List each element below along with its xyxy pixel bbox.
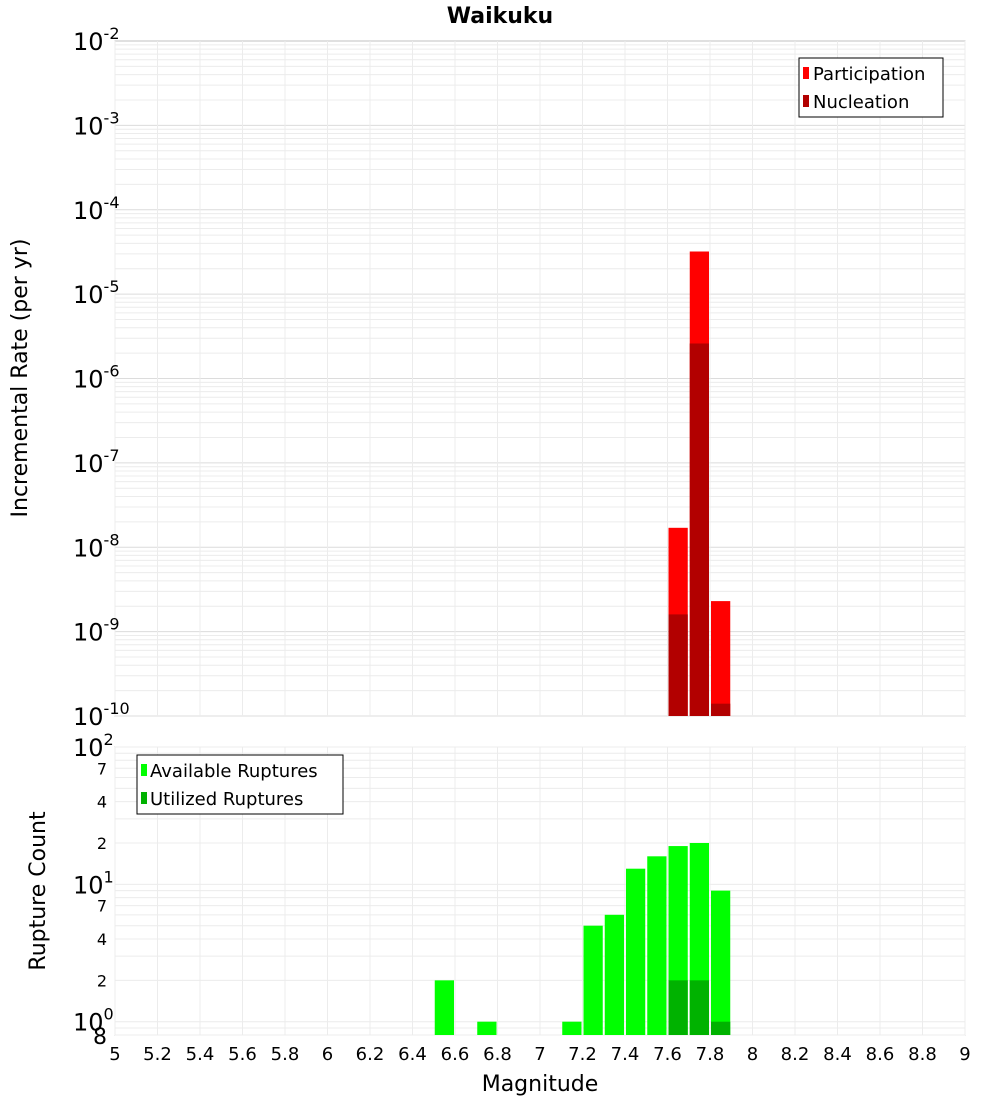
bottom-y-ticks: 102 101 100 7 4 2 7 4 2 8 [73,730,114,1050]
legend-swatch-available-ruptures [141,764,147,776]
y-tick-label: 101 [73,867,114,899]
bar-available-ruptures [711,890,731,1035]
bar-available-ruptures [647,856,667,1035]
x-tick-label: 7.8 [696,1044,725,1065]
legend-label-nucleation: Nucleation [813,92,909,113]
x-tick-label: 7.6 [653,1044,682,1065]
bar-available-ruptures [562,1021,582,1035]
y-minor-tick-label: 4 [97,930,107,949]
legend-label-participation: Participation [813,64,925,85]
x-tick-label: 8.4 [823,1044,852,1065]
y-tick-label: 100 [73,1005,114,1037]
x-tick-label: 8.2 [781,1044,810,1065]
legend-label-utilized-ruptures: Utilized Ruptures [150,789,303,810]
x-tick-label: 8 [747,1044,758,1065]
bar-available-ruptures [583,925,603,1035]
top-y-ticks: 10-2 10-3 10-4 10-5 10-6 10-7 10-8 10-9 10-10 [73,24,130,731]
bar-available-ruptures [604,914,624,1035]
x-tick-label: 6.2 [356,1044,385,1065]
y-minor-tick-label: 4 [97,793,107,812]
chart-title: Waikuku [447,4,553,29]
x-tick-label: 6.6 [441,1044,470,1065]
bottom-y-axis-label: Rupture Count [26,811,51,971]
y-tick-label: 10-2 [73,24,120,56]
y-tick-label: 10-9 [73,615,120,647]
legend-swatch-nucleation [803,95,809,107]
x-tick-label: 5.8 [271,1044,300,1065]
y-tick-label: 10-8 [73,530,120,562]
x-tick-label: 9 [959,1044,970,1065]
top-legend-box [798,57,944,118]
top-grid [114,41,966,717]
x-tick-label: 8.6 [866,1044,895,1065]
x-tick-label: 5.4 [186,1044,215,1065]
y-minor-tick-label: 7 [97,897,107,916]
bar-participation [711,601,731,716]
y-tick-label: 10-4 [73,193,120,225]
bar-utilized-ruptures [689,980,709,1035]
bar-utilized-ruptures [668,980,688,1035]
x-tick-label: 6 [322,1044,333,1065]
x-ticks: 5 5.2 5.4 5.6 5.8 6 6.2 6.4 6.6 6.8 7 7.2 7.4 7.6 7.8 8… [109,1044,970,1065]
bar-nucleation [689,343,709,716]
y-tick-label: 10-3 [73,108,120,140]
x-tick-label: 5 [109,1044,120,1065]
x-tick-label: 5.2 [143,1044,172,1065]
bottom-panel: 102 101 100 7 4 2 7 4 2 8 5 5.2 5.4 5.6 5.8 6 6.2 6.4 6.6… [26,730,971,1097]
top-legend: Participation Nucleation [798,57,944,118]
y-minor-tick-label: 7 [97,759,107,778]
bar-available-ruptures [477,1021,497,1035]
y-minor-tick-label: 8 [93,1025,107,1050]
x-tick-label: 6.8 [483,1044,512,1065]
top-panel: 10-2 10-3 10-4 10-5 10-6 10-7 10-8 10-9 10-10 In… [8,24,966,731]
x-tick-label: 7 [534,1044,545,1065]
legend-swatch-utilized-ruptures [141,792,147,804]
legend-swatch-participation [803,67,809,79]
top-y-axis-label: Incremental Rate (per yr) [8,239,33,518]
bottom-legend-box [136,754,344,815]
bottom-legend: Available Ruptures Utilized Ruptures [136,754,344,815]
bar-nucleation [668,614,688,716]
bar-utilized-ruptures [711,1021,731,1035]
x-tick-label: 6.4 [398,1044,427,1065]
y-minor-tick-label: 2 [97,834,107,853]
y-tick-label: 10-7 [73,446,120,478]
x-axis-label: Magnitude [482,1072,599,1097]
x-tick-label: 7.2 [568,1044,597,1065]
y-tick-label: 10-10 [73,699,130,731]
y-tick-label: 10-6 [73,362,120,394]
x-tick-label: 5.6 [228,1044,257,1065]
bar-available-ruptures [626,868,646,1035]
y-tick-label: 102 [73,730,114,762]
x-tick-label: 8.8 [908,1044,937,1065]
y-tick-label: 10-5 [73,277,120,309]
bar-nucleation [711,703,731,716]
legend-label-available-ruptures: Available Ruptures [150,761,318,782]
bar-available-ruptures [434,980,454,1035]
y-minor-tick-label: 2 [97,971,107,990]
bottom-bars [434,843,731,1035]
x-tick-label: 7.4 [611,1044,640,1065]
top-bars [668,251,731,716]
